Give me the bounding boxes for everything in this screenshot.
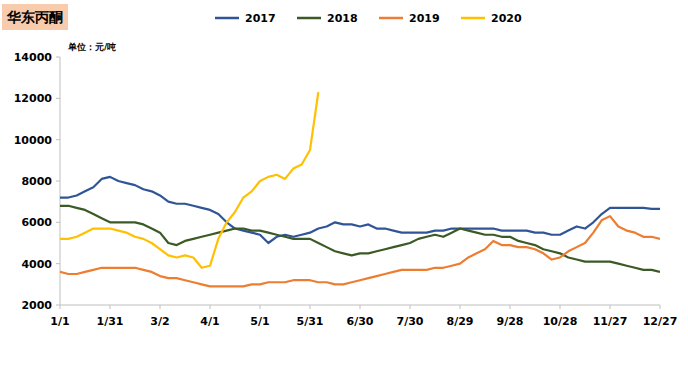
- x-tick-label: 7/30: [397, 315, 424, 328]
- x-tick: [610, 305, 611, 309]
- x-tick: [210, 305, 211, 309]
- y-tick-label: 12000: [14, 92, 53, 105]
- x-tick: [510, 305, 511, 309]
- series-line: [60, 206, 660, 272]
- series-line: [60, 216, 660, 286]
- y-axis: [60, 57, 61, 305]
- y-tick: [56, 57, 60, 58]
- legend-swatch: [215, 17, 239, 20]
- x-tick: [110, 305, 111, 309]
- x-tick: [310, 305, 311, 309]
- y-label: 单位：元/吨: [67, 42, 116, 52]
- title-box: [2, 4, 68, 30]
- x-tick: [560, 305, 561, 309]
- y-tick-label: 4000: [21, 258, 52, 271]
- y-tick-label: 10000: [14, 134, 53, 147]
- x-tick-label: 5/1: [250, 315, 269, 328]
- y-tick: [56, 305, 60, 306]
- x-tick-label: 3/2: [150, 315, 169, 328]
- x-tick-label: 1/1: [50, 315, 69, 328]
- x-tick-label: 9/28: [497, 315, 524, 328]
- chart: 华东丙酮单位：元/吨 2017 2018 2019 2020 2000 4000 6000 80…: [0, 0, 688, 373]
- legend-label: 2020: [491, 12, 522, 25]
- y-tick: [56, 181, 60, 182]
- y-tick-label: 14000: [14, 51, 53, 64]
- series-line: [60, 92, 318, 268]
- y-tick: [56, 222, 60, 223]
- y-tick: [56, 139, 60, 140]
- x-tick-label: 1/31: [97, 315, 124, 328]
- legend-swatch: [379, 17, 403, 20]
- legend-label: 2018: [327, 12, 358, 25]
- x-tick: [360, 305, 361, 309]
- x-tick: [660, 305, 661, 309]
- y-tick-label: 2000: [21, 299, 52, 312]
- plot-area: [60, 92, 660, 286]
- x-tick-label: 4/1: [200, 315, 219, 328]
- title: 华东丙酮: [6, 9, 63, 25]
- x-tick-label: 8/29: [447, 315, 474, 328]
- x-tick: [460, 305, 461, 309]
- legend: 2017 2018 2019 2020: [215, 12, 522, 25]
- x-tick: [160, 305, 161, 309]
- x-tick: [60, 305, 61, 309]
- series-line: [60, 177, 660, 243]
- legend-swatch: [461, 17, 485, 20]
- x-tick-label: 10/28: [543, 315, 578, 328]
- x-tick-label: 6/30: [347, 315, 374, 328]
- x-tick: [260, 305, 261, 309]
- legend-label: 2017: [245, 12, 276, 25]
- y-tick-label: 6000: [21, 216, 52, 229]
- legend-swatch: [297, 17, 321, 20]
- y-tick: [56, 98, 60, 99]
- x-tick-label: 11/27: [593, 315, 628, 328]
- x-tick-label: 5/31: [297, 315, 324, 328]
- x-tick: [410, 305, 411, 309]
- x-tick-label: 12/27: [643, 315, 678, 328]
- y-tick-label: 8000: [21, 175, 52, 188]
- y-tick: [56, 263, 60, 264]
- legend-label: 2019: [409, 12, 440, 25]
